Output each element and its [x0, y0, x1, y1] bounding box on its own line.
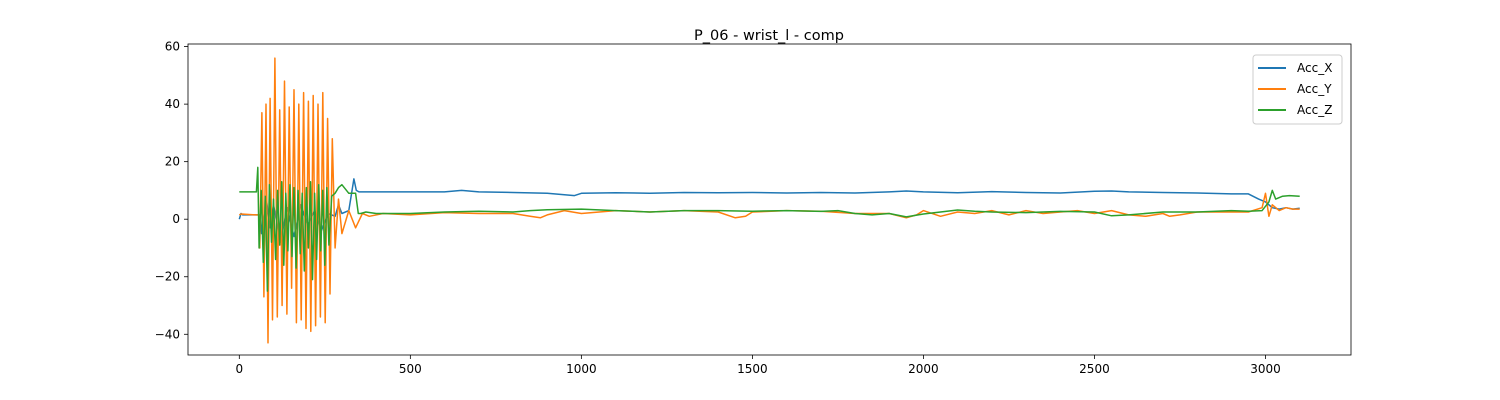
legend-box	[1252, 54, 1343, 125]
x-tick-label: 3000	[1250, 362, 1281, 376]
legend-label-acc_z: Acc_Z	[1297, 103, 1332, 117]
y-tick-label: −40	[155, 327, 180, 341]
legend: Acc_X Acc_Y Acc_Z	[1252, 54, 1343, 125]
x-tick-label: 0	[235, 362, 243, 376]
x-tick-label: 1500	[737, 362, 768, 376]
y-tick-label: 0	[172, 212, 180, 226]
chart-title: P_06 - wrist_l - comp	[694, 28, 844, 44]
y-tick-label: 40	[165, 97, 180, 111]
y-tick-label: 20	[165, 155, 180, 169]
legend-label-acc_y: Acc_Y	[1297, 82, 1332, 96]
x-tick-label: 500	[399, 362, 422, 376]
y-tick-label: 60	[165, 40, 180, 54]
legend-label-acc_x: Acc_X	[1297, 61, 1332, 75]
x-tick-label: 1000	[566, 362, 597, 376]
series-layer	[238, 57, 1300, 344]
series-line-acc_z	[239, 166, 1300, 292]
y-tick-label: −20	[155, 270, 180, 284]
x-tick-label: 2000	[908, 362, 939, 376]
axes-frame	[187, 43, 1352, 356]
x-axis: 0 500 1000 1500 2000 2500 3000	[235, 355, 1281, 376]
x-tick-label: 2500	[1079, 362, 1110, 376]
y-axis: −40 −20 0 20 40 60	[155, 40, 188, 341]
